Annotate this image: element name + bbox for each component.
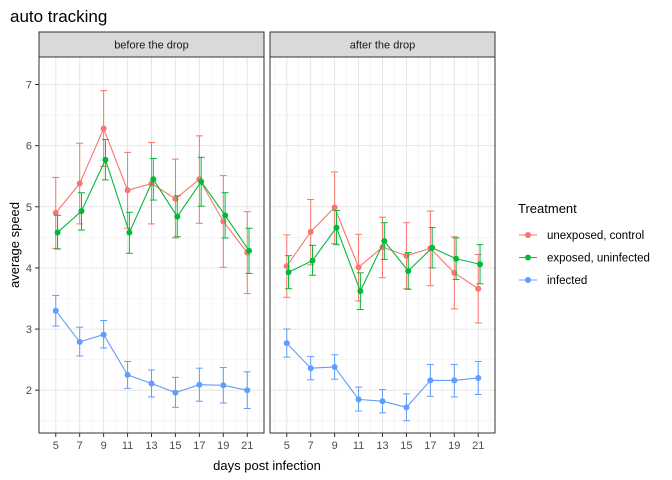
x-tick-label: 19: [448, 440, 460, 452]
data-point: [475, 285, 482, 292]
x-tick-label: 17: [193, 440, 205, 452]
data-point: [333, 224, 340, 231]
y-axis-title: average speed: [7, 202, 22, 288]
x-tick-label: 7: [77, 440, 83, 452]
data-point: [54, 229, 61, 236]
legend: Treatment unexposed, control exposed, uni…: [518, 201, 650, 287]
data-point: [355, 396, 362, 403]
plot-panels: before the drop after the drop: [38, 31, 496, 434]
panel-0: before the drop: [38, 31, 265, 434]
data-point: [246, 247, 253, 254]
y-tick-label: 2: [26, 385, 32, 397]
data-point: [78, 208, 85, 215]
x-tick-label: 13: [376, 440, 388, 452]
data-point: [52, 209, 59, 216]
x-tick-label: 7: [308, 440, 314, 452]
y-tick-label: 3: [26, 324, 32, 336]
data-point: [331, 204, 338, 211]
x-tick-label: 11: [353, 440, 364, 452]
data-point: [198, 178, 205, 185]
facet-strip-label: after the drop: [350, 40, 415, 52]
series-1: [285, 209, 484, 311]
panel-1: after the drop: [269, 31, 496, 434]
x-tick-label: 9: [101, 440, 107, 452]
x-tick-label: 21: [472, 440, 484, 452]
x-axis-0: 5 7 9 11 13 15 17 19 21: [53, 433, 253, 452]
data-point: [477, 261, 484, 268]
data-point: [76, 180, 83, 187]
data-point: [172, 389, 179, 396]
data-point: [100, 125, 107, 132]
x-tick-label: 19: [217, 440, 229, 452]
data-point: [285, 269, 292, 276]
legend-label: exposed, uninfected: [547, 253, 650, 265]
y-tick-label: 5: [26, 202, 32, 214]
series-2: [52, 294, 251, 410]
legend-item: unexposed, control: [519, 230, 644, 242]
chart-title: auto tracking: [10, 7, 107, 26]
legend-key-point: [525, 277, 531, 283]
data-point: [379, 398, 386, 405]
data-point: [124, 187, 131, 194]
x-tick-label: 5: [53, 440, 59, 452]
legend-title: Treatment: [518, 201, 577, 216]
data-point: [76, 338, 83, 345]
data-point: [355, 264, 362, 271]
data-point: [126, 229, 133, 236]
x-tick-label: 15: [169, 440, 181, 452]
data-point: [381, 238, 388, 245]
legend-item: infected: [519, 275, 587, 287]
data-point: [453, 255, 460, 262]
y-tick-label: 4: [26, 263, 32, 275]
data-point: [102, 156, 109, 163]
data-point: [307, 365, 314, 372]
x-axis-1: 5 7 9 11 13 15 17 19 21: [284, 433, 484, 452]
data-point: [174, 213, 181, 220]
data-point: [283, 340, 290, 347]
x-tick-label: 15: [400, 440, 412, 452]
data-point: [124, 371, 131, 378]
data-point: [451, 377, 458, 384]
legend-key-point: [525, 232, 531, 238]
data-point: [357, 288, 364, 295]
data-point: [307, 228, 314, 235]
data-point: [222, 212, 229, 219]
x-tick-label: 13: [145, 440, 157, 452]
data-point: [196, 381, 203, 388]
legend-label: infected: [547, 275, 587, 287]
y-tick-label: 6: [26, 141, 32, 153]
data-point: [148, 380, 155, 387]
x-axis-title: days post infection: [213, 458, 321, 473]
data-point: [427, 377, 434, 384]
facet-strip-label: before the drop: [114, 40, 189, 52]
data-point: [403, 404, 410, 411]
data-point: [150, 176, 157, 183]
data-point: [100, 331, 107, 338]
legend-key-point: [525, 254, 531, 261]
data-point: [244, 387, 251, 394]
data-point: [429, 244, 436, 251]
x-tick-label: 17: [424, 440, 436, 452]
x-tick-label: 5: [284, 440, 290, 452]
data-point: [405, 267, 412, 274]
x-tick-label: 9: [332, 440, 338, 452]
data-point: [220, 382, 227, 389]
x-tick-label: 21: [241, 440, 253, 452]
x-tick-label: 11: [122, 440, 133, 452]
data-point: [309, 257, 316, 264]
legend-label: unexposed, control: [547, 230, 644, 242]
y-tick-label: 7: [26, 80, 32, 92]
legend-item: exposed, uninfected: [519, 253, 650, 265]
data-point: [475, 374, 482, 381]
y-axis: 2 3 4 5 6 7: [26, 80, 39, 397]
data-point: [331, 363, 338, 370]
data-point: [52, 307, 59, 314]
facet-strip: [38, 31, 265, 58]
x-axes: 5 7 9 11 13 15 17 19 21 5 7 9 11 13 15 17 19 21: [53, 433, 484, 452]
series-1: [54, 139, 253, 274]
series-2: [283, 328, 482, 422]
